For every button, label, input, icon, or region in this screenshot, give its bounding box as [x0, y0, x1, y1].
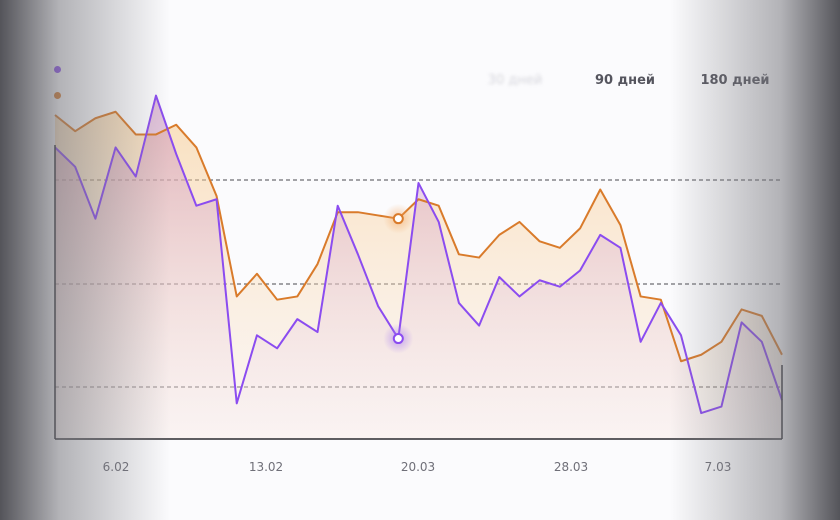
- highlight-marker: [392, 213, 404, 225]
- range-button-30[interactable]: 30 дней: [487, 73, 543, 88]
- x-tick-label: 13.02: [249, 460, 283, 474]
- x-tick-label: 20.03: [401, 460, 435, 474]
- series-a-area: [55, 95, 782, 439]
- series-lines: [54, 94, 783, 415]
- x-tick-label: 28.03: [554, 460, 588, 474]
- x-tick-label: 7.03: [705, 460, 732, 474]
- highlight-marker: [392, 333, 404, 345]
- range-button-90[interactable]: 90 дней: [594, 73, 656, 88]
- series-areas: [55, 95, 782, 439]
- x-tick-label: 6.02: [103, 460, 130, 474]
- series-a-line: [54, 94, 783, 415]
- x-axis-ticks: 6.02 13.02 20.03 28.03 7.03: [103, 460, 732, 474]
- highlight-points: [383, 203, 414, 354]
- series-b-line: [54, 110, 783, 363]
